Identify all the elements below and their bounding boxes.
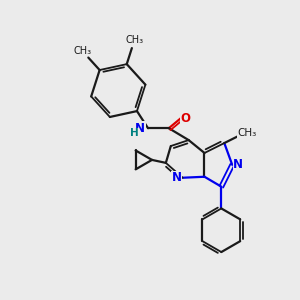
Text: H: H <box>130 128 139 138</box>
Text: N: N <box>135 122 145 135</box>
Text: N: N <box>233 158 243 171</box>
Text: N: N <box>172 171 182 184</box>
Text: O: O <box>181 112 191 125</box>
Text: CH₃: CH₃ <box>73 46 92 56</box>
Text: CH₃: CH₃ <box>125 34 144 45</box>
Text: CH₃: CH₃ <box>238 128 257 138</box>
